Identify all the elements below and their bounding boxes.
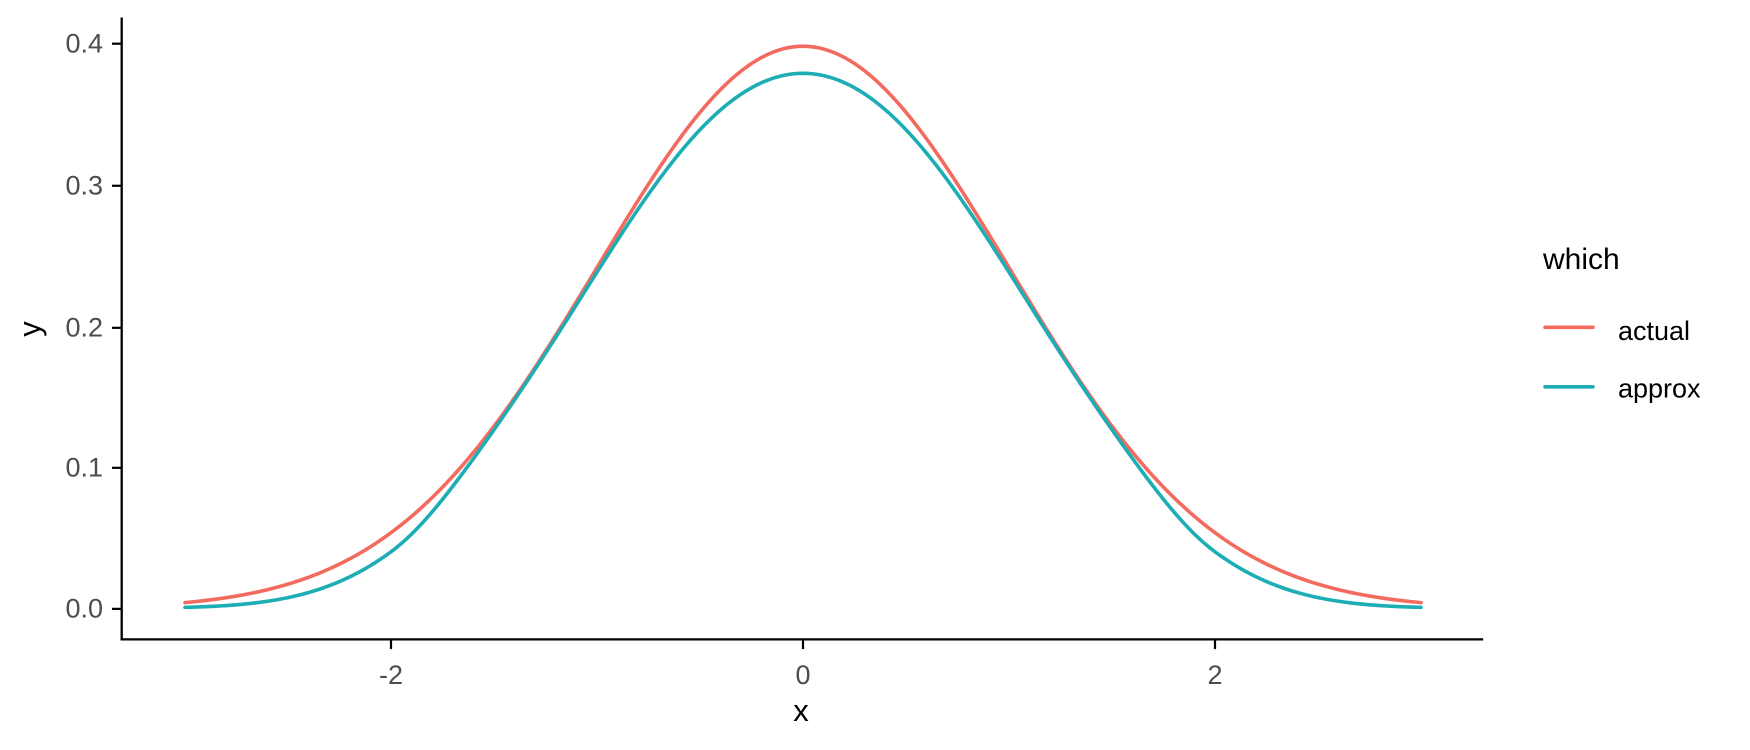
svg-text:approx: approx (1618, 374, 1701, 404)
svg-text:0.1: 0.1 (65, 453, 103, 483)
svg-text:2: 2 (1207, 660, 1222, 690)
svg-text:0.3: 0.3 (65, 171, 103, 201)
svg-text:x: x (793, 693, 809, 728)
svg-text:0.4: 0.4 (65, 29, 103, 59)
svg-text:y: y (12, 321, 47, 337)
svg-text:-2: -2 (379, 660, 403, 690)
svg-text:0.0: 0.0 (65, 594, 103, 624)
svg-text:actual: actual (1618, 316, 1690, 346)
svg-text:0: 0 (795, 660, 810, 690)
svg-text:0.2: 0.2 (65, 313, 103, 343)
svg-text:which: which (1542, 243, 1620, 276)
